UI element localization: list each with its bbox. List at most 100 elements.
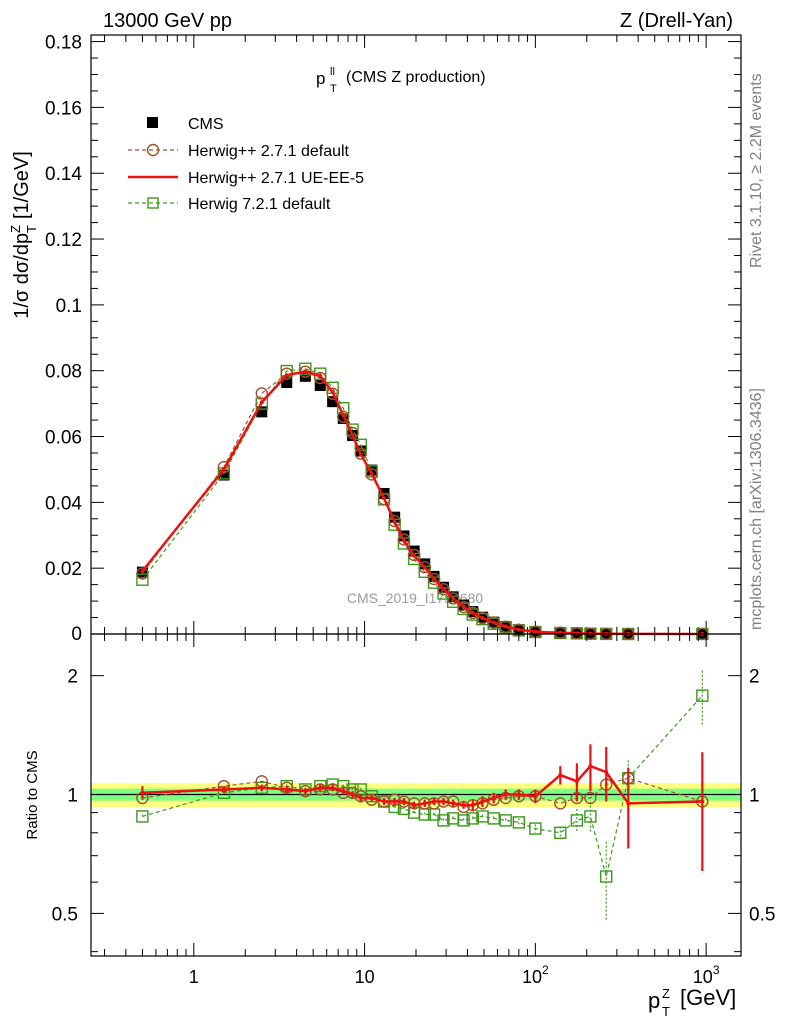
y-label-sup: Z [8,225,23,233]
main-y-tick-label: 0.06 [45,428,82,449]
legend-item-herwigpp-ueee5: Herwig++ 2.7.1 UE-EE-5 [128,170,364,187]
data-point [574,779,579,784]
data-point [354,438,367,451]
data-point [382,496,387,501]
series-line-herwig-2-7-1-ue-ee-5 [141,370,703,636]
x-label-main: p [648,988,660,1013]
data-point [529,822,542,835]
data-point [330,785,335,790]
data-point [314,371,327,385]
data-point [516,627,521,632]
data-point [326,387,339,400]
x-tick-label: 102 [522,963,549,987]
data-point [140,790,145,795]
y-label-prefix: 1/σ dσ/dp [11,233,33,319]
data-point [451,801,456,806]
data-point [217,460,231,474]
data-point [303,369,308,374]
data-point [221,787,226,792]
data-point [604,770,609,775]
data-point [574,631,579,636]
data-point [470,610,475,615]
main-y-tick-label-zero: 0 [71,624,82,645]
data-point [365,465,378,478]
data-point [466,812,479,825]
data-point [358,452,363,457]
data-point [422,801,427,806]
data-point [136,573,149,586]
series-herwig-2-7-1-default [136,771,709,814]
data-point [437,814,450,827]
data-point [476,612,489,625]
y-label-sub: T [24,225,39,233]
data-point [432,576,437,581]
data-point [422,565,427,570]
data-point [466,606,479,620]
legend-label-herwigpp-default: Herwig++ 2.7.1 default [188,143,350,160]
legend-marker-herwig7-default [147,197,159,209]
main-y-tick-label: 0.18 [45,33,82,54]
main-y-tick-label: 0.1 [56,296,82,317]
data-point [480,615,485,620]
x-tick-label: 1 [189,967,199,987]
plot-title-sub: T [330,83,337,95]
data-point [401,538,406,543]
ratio-y-tick-label-right: 0.5 [749,904,775,925]
data-point [584,791,597,805]
data-point [369,795,374,800]
data-point [337,410,350,423]
data-point [427,572,441,586]
x-tick-label-base: 10 [522,967,542,987]
legend-label-herwig7-default: Herwig 7.2.1 default [188,196,331,213]
plot-title-main: p [316,69,325,88]
data-point [398,530,410,542]
data-point [626,801,631,806]
x-tick-label: 103 [693,963,720,987]
svg-text:1/σ dσ/dpZT[1/GeV]: 1/σ dσ/dpZT [1/GeV] [8,151,39,319]
data-point [382,799,387,804]
data-point [314,779,327,793]
data-point [255,387,268,400]
data-point [299,362,312,375]
data-point [389,511,401,523]
data-point [397,533,411,546]
main-y-axis-label: 1/σ dσ/dpZT [1/GeV] [8,151,39,319]
legend-item-herwigpp-default: Herwig++ 2.7.1 default [128,143,350,160]
main-y-tick-label: 0.14 [45,164,82,185]
data-point [533,629,538,634]
data-point [388,793,401,806]
data-point [284,373,289,378]
data-point [136,567,149,580]
data-point [418,560,431,574]
data-point [136,810,149,823]
series-line-herwig-7-2-1-default [142,695,703,877]
data-point [327,396,339,408]
series-herwig-2-7-1-ue-ee-5 [140,369,705,636]
data-point [280,781,293,795]
data-point [377,492,391,506]
data-point [318,373,323,378]
data-point [303,789,308,794]
data-point [588,764,593,769]
header-left: 13000 GeV pp [103,10,232,32]
data-point [457,600,470,614]
ratio-y-tick-label: 1 [67,786,78,807]
data-point [491,620,496,625]
legend-label-herwigpp-ueee5: Herwig++ 2.7.1 UE-EE-5 [188,170,364,187]
x-tick-label-exp: 3 [713,963,720,977]
main-y-tick-label: 0.04 [45,493,82,514]
plot-title: p ll T (CMS Z production) [316,66,486,95]
data-point [600,870,613,883]
ratio-y-tick-label-right: 1 [749,786,760,807]
data-point [461,604,466,609]
data-point [330,390,335,395]
data-point [446,592,460,605]
side-text-mcplots: mcplots.cern.ch [arXiv:1306.3436] [748,388,765,630]
data-point [299,370,311,382]
data-point [700,799,705,804]
data-point [503,624,508,629]
data-point [451,596,456,601]
data-point [503,792,508,797]
